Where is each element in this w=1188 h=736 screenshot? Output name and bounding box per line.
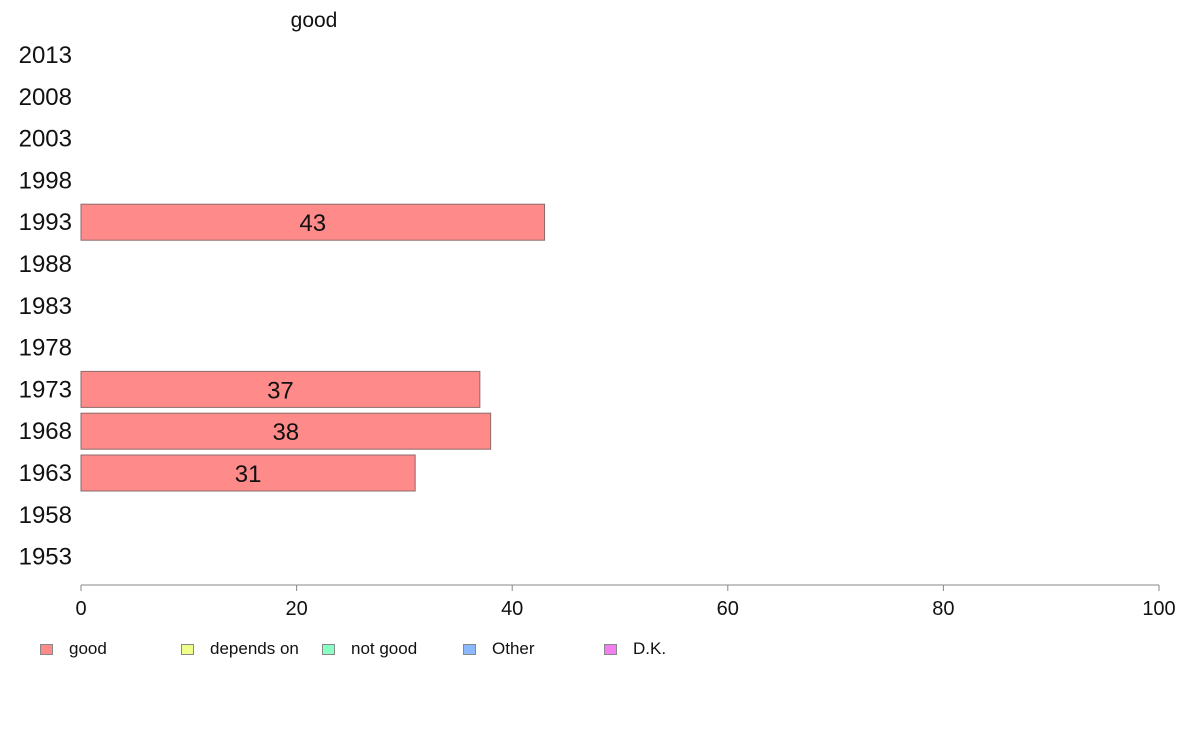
legend-label-good: good	[69, 639, 107, 658]
data-label-1963: 31	[235, 461, 262, 488]
panel-title: good	[291, 9, 338, 32]
y-tick-label-2013: 2013	[19, 42, 72, 69]
legend-swatch-depends-on	[181, 643, 194, 655]
legend-item-dk: D.K.	[604, 638, 666, 660]
legend-label-depends-on: depends on	[210, 639, 299, 658]
x-tick-label-80: 80	[932, 598, 954, 620]
x-tick-label-40: 40	[501, 598, 523, 620]
legend-label-other: Other	[492, 639, 535, 658]
y-tick-label-1963: 1963	[19, 460, 72, 487]
bar-good-1993	[80, 203, 546, 241]
legend: good depends on not good Other D.K.	[40, 638, 740, 660]
legend-item-good: good	[40, 638, 107, 660]
legend-swatch-dk	[604, 643, 617, 655]
y-tick-label-2008: 2008	[19, 84, 72, 111]
data-label-1968: 38	[272, 419, 299, 446]
x-tick-label-20: 20	[285, 598, 307, 620]
x-tick-label-100: 100	[1142, 598, 1175, 620]
legend-swatch-good	[40, 643, 53, 655]
data-label-1993: 43	[299, 210, 326, 237]
y-tick-label-1978: 1978	[19, 335, 72, 362]
y-tick-label-1988: 1988	[19, 251, 72, 278]
y-tick-label-1953: 1953	[19, 544, 72, 571]
x-tick-label-0: 0	[75, 598, 86, 620]
y-tick-label-2003: 2003	[19, 126, 72, 153]
x-tick-label-60: 60	[717, 598, 739, 620]
bar-good-1968	[80, 412, 492, 450]
legend-item-not-good: not good	[322, 638, 417, 660]
y-tick-label-1983: 1983	[19, 293, 72, 320]
y-tick-label-1993: 1993	[19, 209, 72, 236]
legend-label-dk: D.K.	[633, 639, 667, 658]
legend-item-depends-on: depends on	[181, 638, 299, 660]
legend-item-other: Other	[463, 638, 535, 660]
y-tick-label-1958: 1958	[19, 502, 72, 529]
bar-chart: good 2013 2008 2003 1998 1993 1988 1983 1978 197…	[19, 9, 1176, 620]
y-tick-label-1968: 1968	[19, 418, 72, 445]
legend-swatch-other	[463, 643, 476, 655]
data-label-1973: 37	[267, 377, 294, 404]
y-tick-label-1973: 1973	[19, 376, 72, 403]
y-tick-label-1998: 1998	[19, 167, 72, 194]
legend-swatch-not-good	[322, 643, 335, 655]
bar-good-1973	[80, 370, 481, 408]
bar-good-1963	[80, 454, 416, 492]
legend-label-not-good: not good	[351, 639, 418, 658]
